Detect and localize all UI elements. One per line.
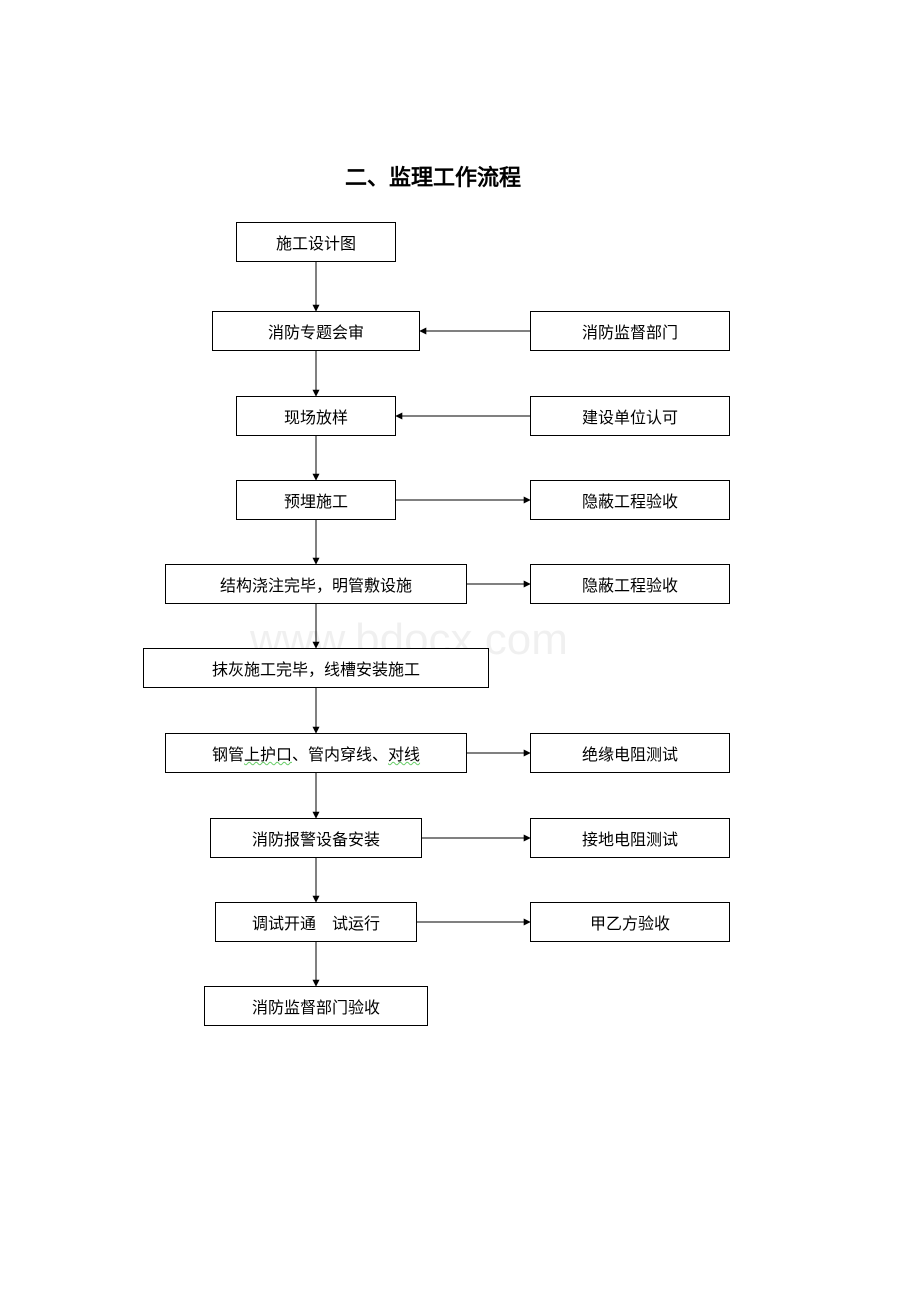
- flow-node-n9: 调试开通 试运行: [215, 902, 417, 942]
- flow-node-label: 绝缘电阻测试: [582, 741, 678, 765]
- flow-node-label: 钢管上护口、管内穿线、对线: [212, 741, 420, 765]
- flow-node-label: 隐蔽工程验收: [582, 488, 678, 512]
- flow-node-n3: 现场放样: [236, 396, 396, 436]
- flow-node-label: 调试开通 试运行: [252, 910, 380, 934]
- flow-node-label: 现场放样: [284, 404, 348, 428]
- flow-node-label: 接地电阻测试: [582, 826, 678, 850]
- flow-node-label: 甲乙方验收: [590, 910, 670, 934]
- flow-node-label: 消防报警设备安装: [252, 826, 380, 850]
- page-title: 二、监理工作流程: [345, 160, 521, 192]
- flow-node-label: 建设单位认可: [582, 404, 678, 428]
- flow-node-n5: 结构浇注完毕，明管敷设施: [165, 564, 467, 604]
- flow-node-n8: 消防报警设备安装: [210, 818, 422, 858]
- flow-node-s4: 隐蔽工程验收: [530, 480, 730, 520]
- flow-node-n6: 抹灰施工完毕，线槽安装施工: [143, 648, 489, 688]
- flow-node-label: 消防监督部门验收: [252, 994, 380, 1018]
- flow-node-n7: 钢管上护口、管内穿线、对线: [165, 733, 467, 773]
- flow-node-n4: 预埋施工: [236, 480, 396, 520]
- flow-node-s9: 甲乙方验收: [530, 902, 730, 942]
- flow-node-n1: 施工设计图: [236, 222, 396, 262]
- flow-node-s8: 接地电阻测试: [530, 818, 730, 858]
- flow-node-n2: 消防专题会审: [212, 311, 420, 351]
- flow-node-label: 结构浇注完毕，明管敷设施: [220, 572, 412, 596]
- flow-node-label: 抹灰施工完毕，线槽安装施工: [212, 656, 420, 680]
- flow-node-s7: 绝缘电阻测试: [530, 733, 730, 773]
- flow-node-label: 消防监督部门: [582, 319, 678, 343]
- flow-node-label: 隐蔽工程验收: [582, 572, 678, 596]
- flow-node-label: 消防专题会审: [268, 319, 364, 343]
- flow-node-label: 预埋施工: [284, 488, 348, 512]
- flow-node-n10: 消防监督部门验收: [204, 986, 428, 1026]
- flow-node-s2: 消防监督部门: [530, 311, 730, 351]
- flow-node-s5: 隐蔽工程验收: [530, 564, 730, 604]
- flow-node-label: 施工设计图: [276, 230, 356, 254]
- flow-node-s3: 建设单位认可: [530, 396, 730, 436]
